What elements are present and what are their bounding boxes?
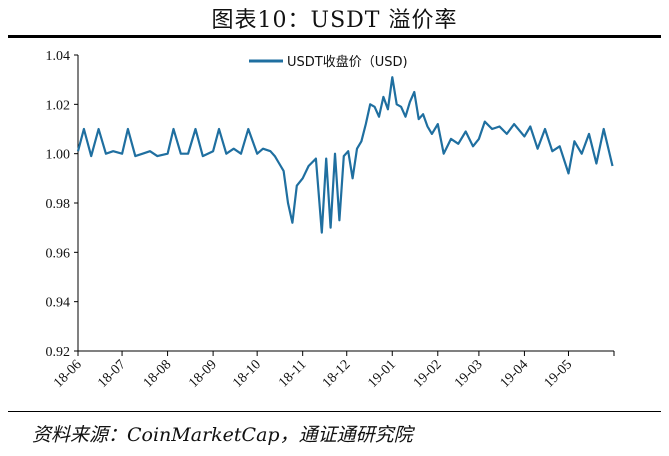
x-tick-label: 18-10 xyxy=(230,357,264,391)
x-tick-label: 18-09 xyxy=(186,357,220,391)
x-tick-label: 18-06 xyxy=(51,357,85,391)
y-tick-label: 1.04 xyxy=(46,49,71,64)
x-tick-label: 18-07 xyxy=(95,357,129,391)
x-tick-label: 19-03 xyxy=(452,357,486,391)
x-tick-label: 19-01 xyxy=(365,357,399,391)
y-tick-label: 1.00 xyxy=(46,148,71,163)
x-tick-label: 19-02 xyxy=(411,357,445,391)
series-layer xyxy=(76,76,614,234)
x-tick-label: 19-04 xyxy=(498,357,532,391)
y-tick-label: 1.02 xyxy=(46,98,71,113)
bottom-rule xyxy=(8,411,661,412)
legend-label: USDT收盘价（USD) xyxy=(287,54,408,70)
y-tick-label: 0.92 xyxy=(46,345,71,360)
y-tick-label: 0.94 xyxy=(46,296,71,311)
chart-title: 图表10：USDT 溢价率 xyxy=(211,8,458,33)
x-tick-label: 18-12 xyxy=(320,357,354,391)
x-tick-label: 18-08 xyxy=(141,357,175,391)
y-tick-label: 0.96 xyxy=(46,246,71,261)
top-rule xyxy=(8,35,661,38)
x-tick-label: 19-05 xyxy=(542,357,576,391)
source-note: 资料来源：CoinMarketCap，通证通研究院 xyxy=(32,424,413,446)
y-tick-label: 0.98 xyxy=(46,197,71,212)
series-line xyxy=(76,76,614,234)
chart-legend: USDT收盘价（USD) xyxy=(249,54,408,70)
x-tick-label: 18-11 xyxy=(276,357,309,390)
